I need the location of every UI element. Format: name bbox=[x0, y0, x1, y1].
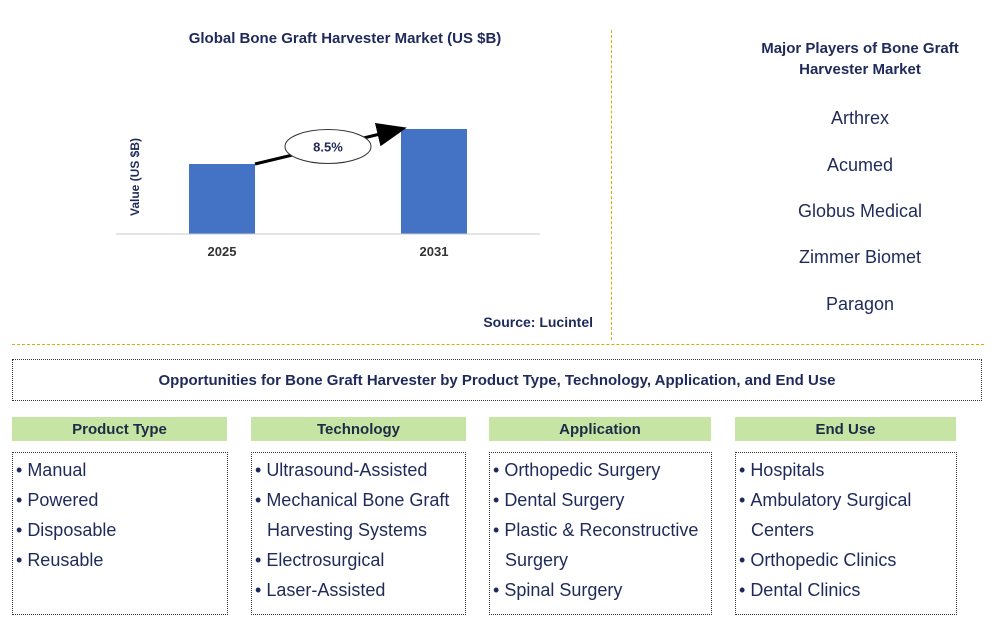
list-item: Electrosurgical bbox=[255, 545, 463, 575]
list-item: Hospitals bbox=[739, 455, 954, 485]
list-item: Dental Clinics bbox=[739, 575, 954, 605]
bar-2031 bbox=[401, 129, 467, 234]
category-heading-end-use: End Use bbox=[735, 417, 956, 441]
player-item: Acumed bbox=[826, 155, 894, 175]
category-list-end-use: Hospitals Ambulatory Surgical Centers Or… bbox=[735, 452, 957, 615]
players-title: Major Players of Bone Graft Harvester Ma… bbox=[761, 40, 959, 78]
list-item: Orthopedic Surgery bbox=[493, 455, 709, 485]
bar-2025 bbox=[189, 164, 255, 234]
x-tick-label: 2031 bbox=[420, 244, 449, 259]
category-heading-product-type: Product Type bbox=[12, 417, 227, 441]
x-tick-label: 2025 bbox=[208, 244, 237, 259]
list-item: Powered bbox=[16, 485, 225, 515]
list-item: Ambulatory Surgical Centers bbox=[739, 485, 954, 545]
list-item: Dental Surgery bbox=[493, 485, 709, 515]
category-list-technology: Ultrasound-Assisted Mechanical Bone Graf… bbox=[251, 452, 466, 615]
list-item: Disposable bbox=[16, 515, 225, 545]
list-item: Laser-Assisted bbox=[255, 575, 463, 605]
list-item: Ultrasound-Assisted bbox=[255, 455, 463, 485]
player-item: Zimmer Biomet bbox=[798, 247, 921, 267]
chart-title: Global Bone Graft Harvester Market (US $… bbox=[188, 30, 502, 47]
list-item: Reusable bbox=[16, 545, 225, 575]
player-item: Arthrex bbox=[830, 108, 890, 128]
cagr-ellipse bbox=[284, 129, 372, 164]
category-heading-application: Application bbox=[489, 417, 711, 441]
player-item: Paragon bbox=[825, 294, 895, 314]
category-list-application: Orthopedic Surgery Dental Surgery Plasti… bbox=[489, 452, 712, 615]
vertical-divider bbox=[611, 30, 612, 340]
horizontal-divider bbox=[12, 344, 984, 345]
category-list-product-type: Manual Powered Disposable Reusable bbox=[12, 452, 228, 615]
list-item: Mechanical Bone Graft Harvesting Systems bbox=[255, 485, 463, 545]
list-item: Manual bbox=[16, 455, 225, 485]
list-item: Spinal Surgery bbox=[493, 575, 709, 605]
category-heading-technology: Technology bbox=[251, 417, 466, 441]
cagr-label: 8.5% bbox=[313, 140, 343, 155]
player-item: Globus Medical bbox=[797, 201, 923, 221]
bar-chart: 2025 2031 8.5% bbox=[116, 122, 540, 259]
list-item: Plastic & Reconstructive Surgery bbox=[493, 515, 709, 575]
list-item: Orthopedic Clinics bbox=[739, 545, 954, 575]
source-label: Source: Lucintel bbox=[483, 314, 593, 330]
opportunities-title: Opportunities for Bone Graft Harvester b… bbox=[12, 359, 982, 401]
